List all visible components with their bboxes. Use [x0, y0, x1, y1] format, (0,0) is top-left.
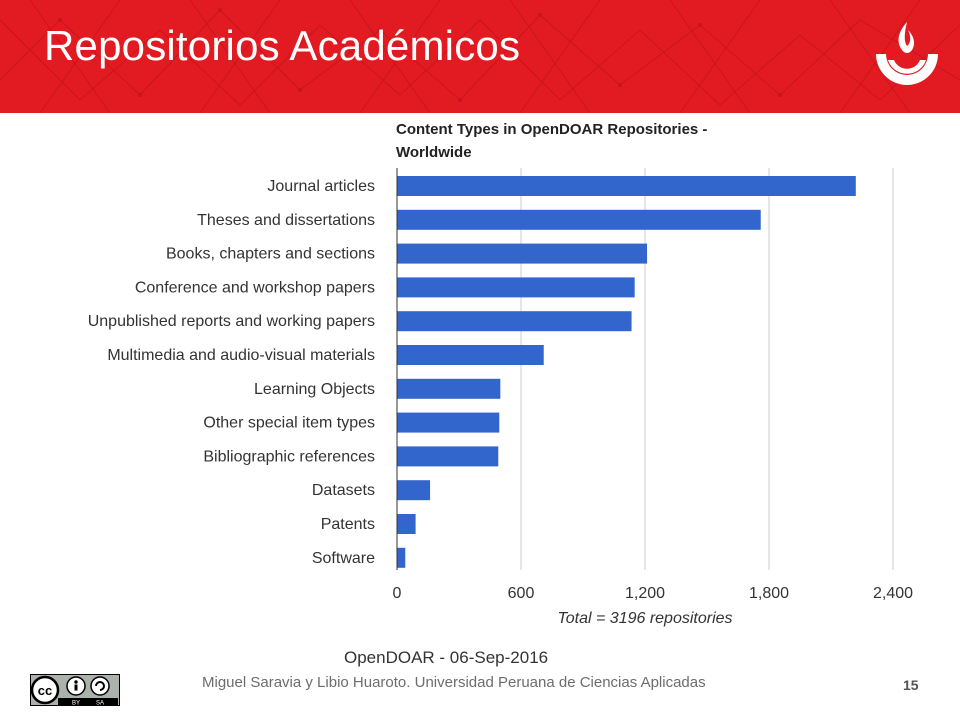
category-label: Unpublished reports and working papers: [88, 313, 375, 330]
upc-logo-icon: [876, 22, 938, 85]
chart-title-line-1: Content Types in OpenDOAR Repositories -: [396, 121, 708, 138]
category-label: Datasets: [312, 482, 375, 499]
x-tick-label: 0: [393, 585, 402, 602]
bar: [397, 547, 406, 568]
category-label: Conference and workshop papers: [135, 279, 375, 296]
category-label: Patents: [321, 516, 375, 533]
chart-title-line-2: Worldwide: [396, 144, 472, 161]
bar: [397, 176, 856, 196]
bar: [397, 514, 416, 534]
header-pattern: [0, 0, 960, 113]
category-label: Learning Objects: [254, 381, 375, 398]
svg-text:cc: cc: [38, 683, 52, 698]
category-label: Theses and dissertations: [197, 212, 375, 229]
footer-credit: Miguel Saravia y Libio Huaroto. Universi…: [202, 674, 706, 691]
bar: [397, 412, 500, 433]
license-sa-label: SA: [96, 701, 104, 707]
category-label: Multimedia and audio-visual materials: [107, 347, 375, 364]
x-tick-label: 2,400: [873, 585, 913, 602]
license-by-label: BY: [72, 701, 80, 707]
category-label: Other special item types: [203, 415, 375, 432]
x-tick-label: 1,200: [625, 585, 665, 602]
bar: [397, 311, 632, 332]
x-axis-label: Total = 3196 repositories: [557, 610, 732, 627]
category-label: Bibliographic references: [203, 448, 375, 465]
bar: [397, 378, 501, 399]
bar: [397, 446, 499, 467]
chart-area: Content Types in OpenDOAR Repositories -…: [0, 113, 960, 673]
slide-title: Repositorios Académicos: [44, 22, 521, 69]
page-number: 15: [903, 677, 919, 693]
x-tick-label: 600: [508, 585, 535, 602]
x-tick-label: 1,800: [749, 585, 789, 602]
slide-header: Repositorios Académicos: [0, 0, 960, 113]
bar: [397, 480, 431, 501]
bar: [397, 209, 761, 230]
category-label: Journal articles: [267, 178, 375, 195]
bar: [397, 277, 635, 298]
chart-source: OpenDOAR - 06-Sep-2016: [344, 648, 549, 667]
bar-chart: Journal articles Theses and dissertations…: [88, 168, 913, 627]
bar: [397, 243, 648, 264]
category-label: Software: [312, 550, 375, 567]
cc-by-sa-license-icon: cc BY SA: [30, 674, 120, 706]
category-label: Books, chapters and sections: [166, 246, 375, 263]
bar: [397, 345, 544, 365]
